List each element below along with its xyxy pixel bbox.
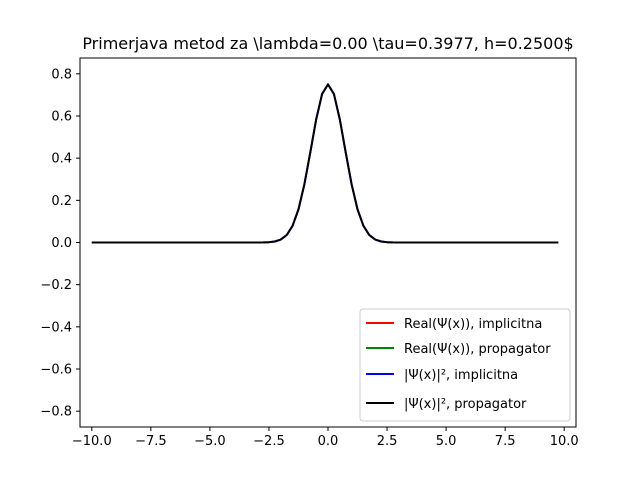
series-lines <box>91 83 559 244</box>
x-tick-label: 2.5 <box>377 434 398 449</box>
y-tick-label: 0.2 <box>51 194 72 209</box>
axes: −10.0 −7.5 −5.0 −2.5 0.0 2.5 5.0 7.5 10.0 −0.8 −0.… <box>40 57 579 449</box>
legend-box <box>359 308 571 422</box>
y-tick-label: 0.4 <box>51 152 72 167</box>
x-tick-label: 5.0 <box>436 434 457 449</box>
series-line-4 <box>91 83 559 244</box>
y-tick-label: −0.6 <box>40 363 72 378</box>
y-tick-label: −0.4 <box>40 320 72 335</box>
x-tick-label: −5.0 <box>194 434 226 449</box>
y-tick-label: 0.0 <box>51 236 72 251</box>
y-tick-label: −0.2 <box>40 278 72 293</box>
x-tick-label: −7.5 <box>135 434 167 449</box>
series-line-3 <box>91 83 559 244</box>
x-tick-label: 7.5 <box>495 434 516 449</box>
legend-label: |Ψ(x)|², implicitna <box>404 368 518 383</box>
legend-label: Real(Ψ(x)), propagator <box>404 342 551 357</box>
legend-label: Real(Ψ(x)), implicitna <box>404 317 542 332</box>
x-tick-label: 0.0 <box>318 434 339 449</box>
legend-label: |Ψ(x)|², propagator <box>404 397 527 412</box>
y-tick-label: 0.6 <box>51 109 72 124</box>
x-tick-label: 10.0 <box>550 434 579 449</box>
x-tick-label: −2.5 <box>253 434 285 449</box>
chart-title: Primerjava metod za \lambda=0.00 \tau=0.… <box>82 34 573 53</box>
y-tick-label: −0.8 <box>40 405 72 420</box>
y-tick-label: 0.8 <box>51 67 72 82</box>
legend: Real(Ψ(x)), implicitna Real(Ψ(x)), propag… <box>359 308 571 422</box>
x-tick-label: −10.0 <box>72 434 112 449</box>
